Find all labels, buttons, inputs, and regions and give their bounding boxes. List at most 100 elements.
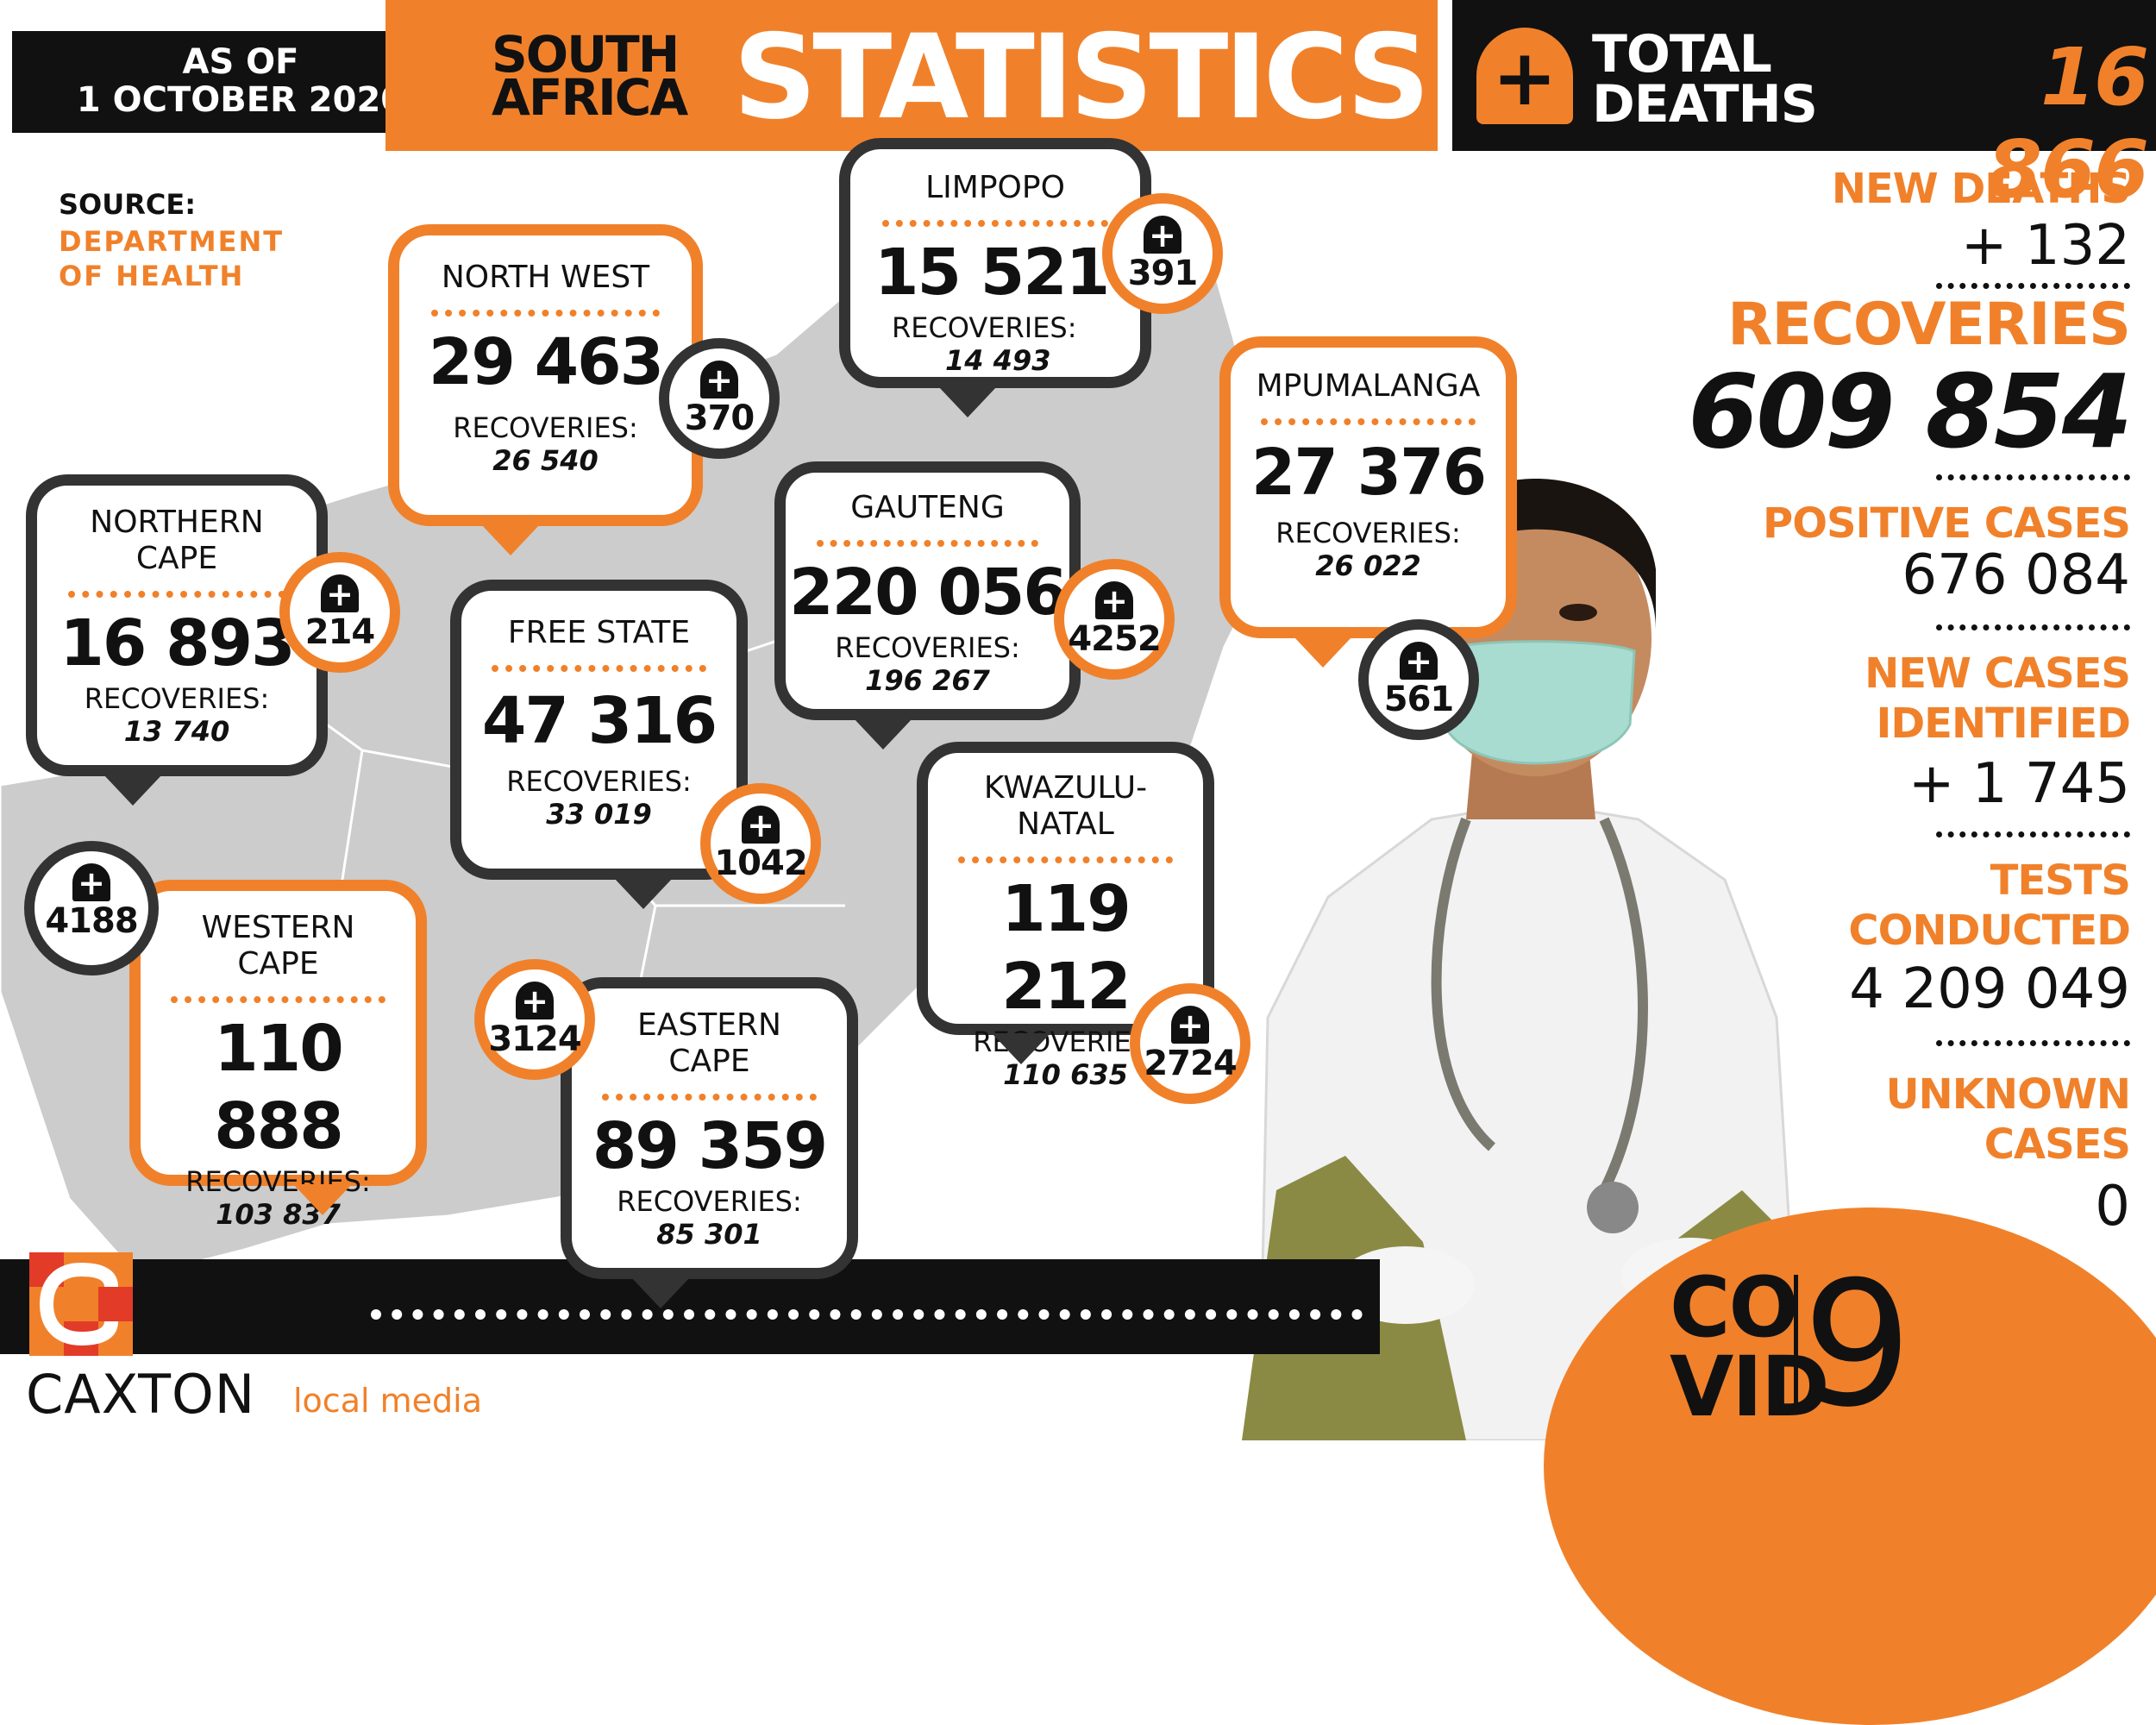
caxton-logo-icon <box>29 1252 133 1356</box>
divider <box>602 1088 817 1101</box>
tombstone-cross-icon: + <box>1095 581 1133 620</box>
divider <box>817 535 1038 547</box>
recoveries-label: RECOVERIES: <box>892 311 1077 344</box>
positive-cases-label: POSITIVE CASES <box>1763 499 2131 548</box>
bottom-dotted-line <box>371 1301 1363 1320</box>
province-name: NORTH WEST <box>441 260 650 295</box>
new-cases-value: + 1 745 <box>1908 752 2130 816</box>
bubble-pointer <box>614 878 673 909</box>
page-title: STATISTICS <box>733 9 1431 145</box>
province-recoveries: 85 301 <box>656 1218 762 1251</box>
recoveries-value: 609 854 <box>1688 352 2133 471</box>
unknown-cases-label-2: CASES <box>1984 1120 2131 1169</box>
province-deaths: 214 <box>304 612 376 652</box>
province-recoveries: 13 740 <box>123 715 230 748</box>
province-card-northern-cape: NORTHERN CAPE 16 893 RECOVERIES: 13 740 <box>26 474 328 776</box>
province-cases: 29 463 <box>428 325 664 399</box>
province-cases: 110 888 <box>214 1012 343 1164</box>
deaths-circle-north-west: + 370 <box>659 338 780 459</box>
divider <box>1936 616 2130 630</box>
bubble-pointer <box>481 524 540 555</box>
recoveries-label: RECOVERIES: <box>506 765 692 798</box>
country-line-1: SOUTH <box>492 25 680 84</box>
province-cases: 27 376 <box>1250 436 1487 510</box>
bubble-pointer <box>293 1184 352 1215</box>
province-cases: 47 316 <box>481 684 718 758</box>
bubble-pointer <box>1294 637 1352 668</box>
bubble-pointer <box>631 1277 690 1308</box>
tombstone-cross-icon: + <box>1400 642 1438 681</box>
province-name: FREE STATE <box>507 615 691 650</box>
total-deaths-label: TOTAL DEATHS <box>1592 24 1818 135</box>
province-cases: 119 212 <box>1001 872 1131 1024</box>
province-recoveries: 103 837 <box>216 1198 341 1231</box>
province-deaths: 391 <box>1127 254 1199 293</box>
total-deaths-label-1: TOTAL <box>1592 24 1772 85</box>
new-cases-label-2: IDENTIFIED <box>1876 699 2131 748</box>
province-deaths: 370 <box>684 398 755 438</box>
province-deaths: 4188 <box>45 901 138 941</box>
country-line-2: AFRICA <box>492 68 688 127</box>
deaths-circle-eastern-cape: + 3124 <box>474 959 595 1080</box>
tombstone-cross-icon: + <box>516 982 554 1020</box>
province-recoveries: 14 493 <box>945 344 1051 377</box>
province-deaths: 561 <box>1383 680 1455 719</box>
tests-value: 4 209 049 <box>1849 957 2130 1021</box>
new-deaths-label: NEW DEATHS <box>1831 165 2131 213</box>
deaths-circle-gauteng: + 4252 <box>1054 559 1175 680</box>
deaths-circle-mpumalanga: + 561 <box>1358 619 1479 740</box>
province-recoveries: 33 019 <box>546 798 652 831</box>
new-cases-label: NEW CASES IDENTIFIED <box>1865 649 2131 749</box>
tombstone-cross-icon: + <box>1476 28 1573 124</box>
divider <box>881 215 1109 227</box>
tests-label-2: CONDUCTED <box>1848 906 2131 955</box>
recoveries-label: RECOVERIES <box>1727 291 2131 359</box>
covid-logo-text: CO VID <box>1670 1266 1830 1428</box>
recoveries-label: RECOVERIES: <box>1275 517 1461 549</box>
divider <box>1936 1032 2130 1046</box>
province-cases: 89 359 <box>592 1109 828 1183</box>
deaths-circle-northern-cape: + 214 <box>279 552 400 673</box>
province-name: KWAZULU- <box>983 770 1148 806</box>
province-cases: 15 521 <box>874 235 1110 310</box>
province-name: GAUTENG <box>850 490 1005 525</box>
bubble-pointer <box>992 1033 1050 1064</box>
source-label: SOURCE: <box>59 188 197 221</box>
province-deaths: 3124 <box>488 1019 581 1059</box>
divider <box>958 851 1173 863</box>
province-name: LIMPOPO <box>925 170 1065 205</box>
total-deaths-value: 16 866 <box>1986 31 2149 216</box>
recoveries-label: RECOVERIES: <box>453 411 638 444</box>
province-name: WESTERN <box>201 910 355 945</box>
province-name: MPUMALANGA <box>1256 368 1481 404</box>
province-name-2: NATAL <box>1017 806 1114 842</box>
province-recoveries: 26 540 <box>492 444 599 477</box>
bubble-pointer <box>103 775 162 806</box>
total-deaths-label-2: DEATHS <box>1592 74 1818 135</box>
deaths-circle-limpopo: + 391 <box>1102 193 1223 314</box>
province-card-free-state: FREE STATE 47 316 RECOVERIES: 33 019 <box>450 580 748 880</box>
title-band <box>385 0 1438 151</box>
province-name-2: CAPE <box>135 541 218 576</box>
province-cases: 220 056 <box>789 555 1068 630</box>
divider <box>492 660 706 672</box>
recoveries-label: RECOVERIES: <box>185 1165 371 1198</box>
province-name: NORTHERN <box>90 505 264 540</box>
divider <box>171 991 385 1003</box>
deaths-circle-kwazulu-natal: + 2724 <box>1130 983 1250 1104</box>
as-of-label: AS OF <box>182 42 299 82</box>
province-name-2: CAPE <box>237 946 319 982</box>
province-deaths: 1042 <box>714 844 807 883</box>
covid-nineteen: 9 <box>1802 1245 1913 1446</box>
province-deaths: 2724 <box>1144 1044 1237 1083</box>
recoveries-label: RECOVERIES: <box>835 631 1020 664</box>
province-card-western-cape: WESTERN CAPE 110 888 RECOVERIES: 103 837 <box>129 880 427 1231</box>
province-name-2: CAPE <box>668 1044 750 1079</box>
province-cases: 16 893 <box>60 606 295 681</box>
province-recoveries: 196 267 <box>865 664 990 697</box>
source-name: DEPARTMENT OF HEALTH <box>59 224 284 293</box>
bubble-pointer <box>938 386 997 417</box>
divider <box>1261 413 1476 425</box>
tombstone-cross-icon: + <box>1144 216 1181 254</box>
divider <box>1936 274 2130 289</box>
